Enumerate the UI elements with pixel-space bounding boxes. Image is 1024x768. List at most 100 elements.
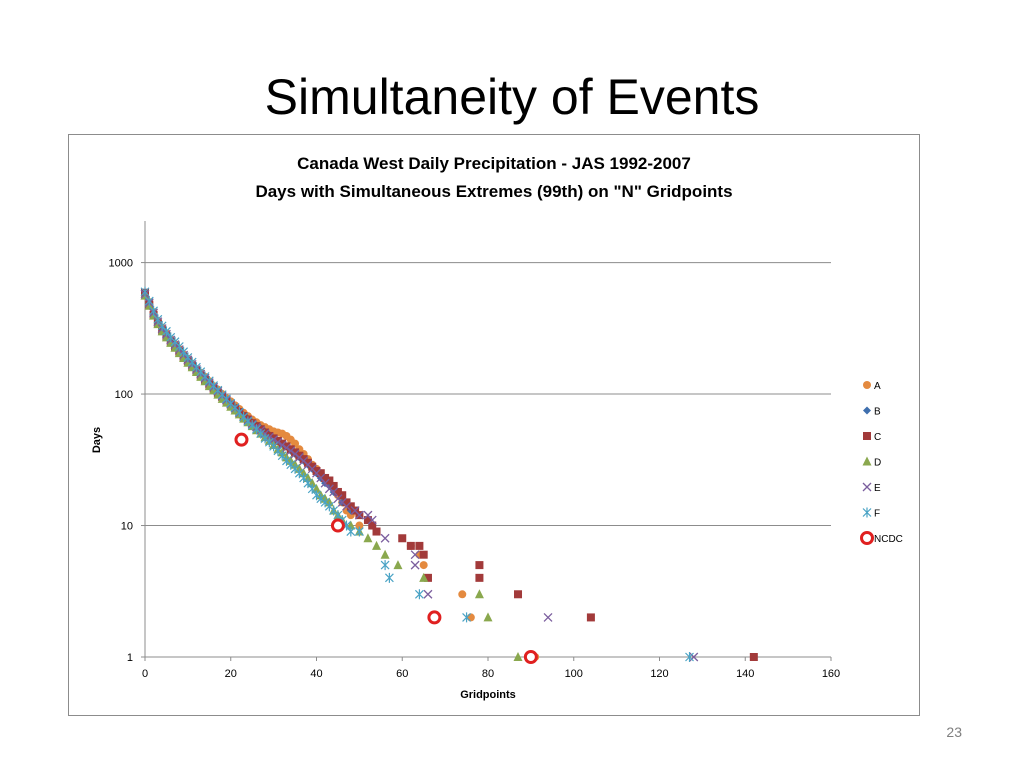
- data-point: [398, 534, 407, 543]
- slide-number: 23: [946, 724, 962, 740]
- series-a: [141, 289, 540, 661]
- legend-label: D: [874, 458, 881, 469]
- y-tick-label: 100: [115, 389, 133, 401]
- grid-lines: [145, 262, 831, 658]
- data-point: [354, 526, 364, 537]
- data-point: [269, 435, 279, 445]
- data-point: [414, 589, 424, 600]
- data-point: [333, 487, 342, 496]
- data-point: [363, 533, 373, 543]
- series-d: [140, 290, 523, 661]
- legend-label: F: [874, 509, 880, 520]
- data-point: [415, 541, 424, 550]
- data-point: [303, 478, 313, 489]
- data-point: [342, 498, 351, 507]
- data-point: [475, 561, 484, 570]
- data-point: [329, 487, 339, 497]
- data-point: [586, 613, 595, 622]
- data-point: [316, 469, 325, 478]
- legend-item-b: B: [863, 406, 881, 418]
- x-tick-label: 140: [736, 668, 754, 680]
- series-ncdc: [234, 432, 538, 664]
- series-c: [141, 288, 758, 661]
- legend-marker: [862, 482, 872, 492]
- data-point: [282, 443, 291, 453]
- y-axis-label: Days: [91, 427, 103, 453]
- data-point: [277, 440, 287, 450]
- legend-item-c: C: [863, 432, 881, 443]
- data-point: [410, 550, 420, 560]
- chart-subtitle: Days with Simultaneous Extremes (99th) o…: [255, 182, 732, 201]
- data-point: [308, 462, 317, 471]
- data-point: [179, 346, 189, 357]
- data-point: [363, 516, 372, 525]
- data-point: [166, 337, 176, 347]
- x-tick-label: 40: [310, 668, 322, 680]
- data-point: [475, 573, 484, 582]
- data-point: [299, 455, 308, 464]
- legend-label: B: [874, 407, 881, 418]
- legend-label: A: [874, 381, 881, 392]
- data-point: [312, 466, 321, 475]
- x-tick-label: 120: [650, 668, 668, 680]
- tick-labels: 1 10 100 1000 0 20 40 60 80 100 120 140 160: [109, 258, 841, 680]
- data-point: [380, 560, 390, 571]
- legend-item-a: A: [863, 381, 881, 392]
- data-point: [291, 448, 300, 457]
- data-point: [543, 612, 553, 622]
- data-point: [689, 652, 699, 662]
- data-point: [368, 521, 377, 530]
- y-tick-label: 10: [121, 521, 133, 533]
- data-point: [273, 436, 282, 445]
- data-point: [380, 533, 390, 543]
- data-point: [372, 527, 381, 536]
- data-point: [367, 515, 377, 525]
- legend-item-d: D: [862, 456, 881, 469]
- data-point: [354, 510, 364, 520]
- data-point: [406, 541, 415, 550]
- data-point: [324, 484, 334, 494]
- data-point: [269, 434, 278, 443]
- x-tick-label: 160: [822, 668, 840, 680]
- data-point: [342, 501, 351, 511]
- data-point: [384, 572, 394, 583]
- data-point: [749, 653, 758, 661]
- y-tick-label: 1000: [109, 258, 133, 270]
- data-point: [423, 589, 433, 599]
- data-point: [149, 305, 158, 316]
- chart-frame: Canada West Daily Precipitation - JAS 19…: [68, 134, 920, 716]
- data-point: [419, 572, 429, 582]
- data-point: [325, 476, 334, 485]
- data-point: [321, 473, 330, 482]
- legend-marker: [862, 507, 872, 518]
- chart-title: Canada West Daily Precipitation - JAS 19…: [297, 154, 691, 173]
- scatter-chart: Canada West Daily Precipitation - JAS 19…: [91, 154, 903, 701]
- data-point: [170, 342, 180, 352]
- data-point: [157, 320, 167, 331]
- data-point: [295, 451, 304, 460]
- data-point: [286, 445, 295, 454]
- data-point: [290, 449, 300, 459]
- x-tick-label: 20: [225, 668, 237, 680]
- data-point: [462, 612, 471, 623]
- data-point: [140, 286, 150, 297]
- data-point: [144, 296, 154, 307]
- x-tick-label: 0: [142, 668, 148, 680]
- data-point: [303, 458, 312, 467]
- x-axis-label: Gridpoints: [460, 689, 516, 701]
- y-tick-label: 1: [127, 652, 133, 664]
- legend-label: E: [874, 483, 881, 494]
- x-tick-label: 60: [396, 668, 408, 680]
- data-point: [234, 432, 249, 447]
- data-point: [423, 573, 432, 582]
- legend-marker: [863, 406, 871, 415]
- data-point: [174, 341, 184, 352]
- data-point: [277, 450, 287, 461]
- x-tick-label: 80: [482, 668, 494, 680]
- data-point: [372, 540, 382, 550]
- data-point: [523, 650, 538, 664]
- data-point: [278, 439, 287, 448]
- legend-marker: [863, 381, 871, 389]
- legend-item-f: F: [862, 507, 880, 520]
- data-point: [419, 561, 428, 570]
